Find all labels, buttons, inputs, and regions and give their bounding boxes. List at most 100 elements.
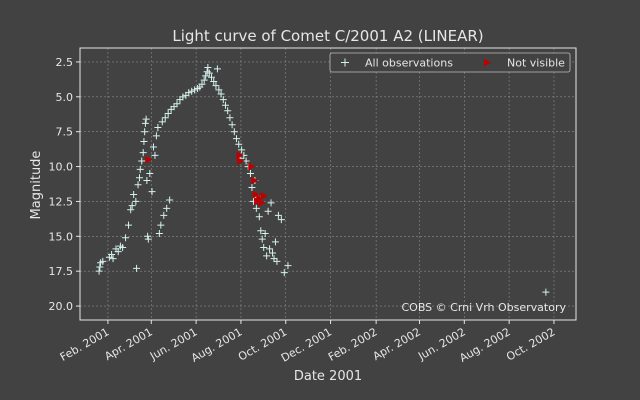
observation-point <box>252 204 260 212</box>
observation-point <box>155 230 163 238</box>
observation-point <box>154 124 162 132</box>
legend-triangle-icon <box>484 58 491 67</box>
legend-label-not-visible: Not visible <box>507 57 565 70</box>
observation-point <box>138 157 146 165</box>
observation-point <box>173 100 181 108</box>
not-visible-point <box>258 198 266 207</box>
observation-point <box>260 243 268 251</box>
y-tick-label: 10.0 <box>49 161 74 174</box>
observation-point <box>280 269 288 277</box>
y-tick-label: 7.5 <box>56 126 74 139</box>
observation-point <box>248 183 256 191</box>
observation-point <box>152 132 160 140</box>
observation-point <box>128 202 136 210</box>
observation-point <box>148 188 156 196</box>
observation-point <box>198 80 206 88</box>
observation-point <box>205 69 213 77</box>
observation-point <box>219 96 227 104</box>
observation-point <box>264 207 272 215</box>
observation-point <box>134 181 142 189</box>
observation-point <box>208 73 216 81</box>
grid <box>80 48 576 320</box>
observation-point <box>261 230 269 238</box>
observation-point <box>151 151 159 159</box>
not-visible-point <box>248 162 256 171</box>
observation-point <box>255 213 263 221</box>
y-tick-label: 17.5 <box>49 265 74 278</box>
observation-point <box>202 72 210 80</box>
x-axis-label: Date 2001 <box>294 369 362 384</box>
observation-point <box>143 177 151 185</box>
observation-point <box>122 234 130 242</box>
observation-point <box>114 248 122 256</box>
observation-point <box>235 140 243 148</box>
not-visible-point <box>236 151 244 160</box>
legend-plus-icon <box>341 58 349 67</box>
observation-point <box>274 211 282 219</box>
observation-point <box>158 118 166 126</box>
not-visible-point <box>237 156 245 165</box>
legend-label-all: All observations <box>365 57 453 70</box>
y-tick-label: 15.0 <box>49 230 74 243</box>
observation-point <box>213 65 221 73</box>
observation-point <box>140 137 148 145</box>
y-tick-label: 2.5 <box>56 56 74 69</box>
observation-point <box>157 221 165 229</box>
observation-point <box>200 76 208 84</box>
observation-point <box>95 267 103 275</box>
observation-point <box>127 206 135 214</box>
x-tick-label: Feb. 2001 <box>58 325 112 363</box>
observation-point <box>109 255 117 263</box>
observation-point <box>130 190 138 198</box>
observation-point <box>132 197 140 205</box>
observation-point <box>217 90 225 98</box>
observation-point <box>142 115 150 123</box>
observation-point <box>204 64 212 72</box>
observation-point <box>238 146 246 154</box>
x-tick-label: Apr. 2001 <box>102 325 154 363</box>
y-tick-label: 5.0 <box>56 91 74 104</box>
observation-point <box>226 114 234 122</box>
observation-point <box>542 288 550 296</box>
observation-point <box>139 149 147 157</box>
observation-point <box>230 128 238 136</box>
plot-frame <box>79 47 577 321</box>
observation-point <box>263 252 271 260</box>
not-visible-points <box>145 151 268 207</box>
x-tick-label: Aug. 2002 <box>457 325 512 364</box>
legend: All observations Not visible <box>329 52 571 73</box>
observation-point <box>277 216 285 224</box>
not-visible-point <box>256 194 264 203</box>
not-visible-point <box>251 176 259 185</box>
observation-point <box>141 128 149 136</box>
observation-point <box>141 119 149 127</box>
chart-title: Light curve of Comet C/2001 A2 (LINEAR) <box>172 27 483 45</box>
observation-point <box>215 86 223 94</box>
observation-point <box>164 110 172 118</box>
observation-point <box>267 199 275 207</box>
y-axis-label: Magnitude <box>29 151 44 220</box>
observation-point <box>161 114 169 122</box>
observation-point <box>210 77 218 85</box>
observation-point <box>185 89 193 97</box>
observation-point <box>212 82 220 90</box>
observation-points <box>95 64 550 296</box>
y-axis: 2.5 5.0 7.5 10.0 12.5 15.0 17.5 20.0 <box>49 56 80 313</box>
observation-point <box>191 86 199 94</box>
observation-point <box>96 263 104 271</box>
observation-point <box>271 238 279 246</box>
observation-point <box>119 243 127 251</box>
observation-point <box>144 235 152 243</box>
y-tick-label: 20.0 <box>49 300 74 313</box>
observation-point <box>233 135 241 143</box>
x-tick-label: Feb. 2002 <box>326 325 380 363</box>
legend-box <box>329 52 571 73</box>
observation-point <box>166 196 174 204</box>
observation-point <box>99 257 107 265</box>
y-tick-label: 12.5 <box>49 195 74 208</box>
observation-point <box>228 121 236 129</box>
not-visible-point <box>260 191 268 200</box>
not-visible-point <box>252 190 260 199</box>
